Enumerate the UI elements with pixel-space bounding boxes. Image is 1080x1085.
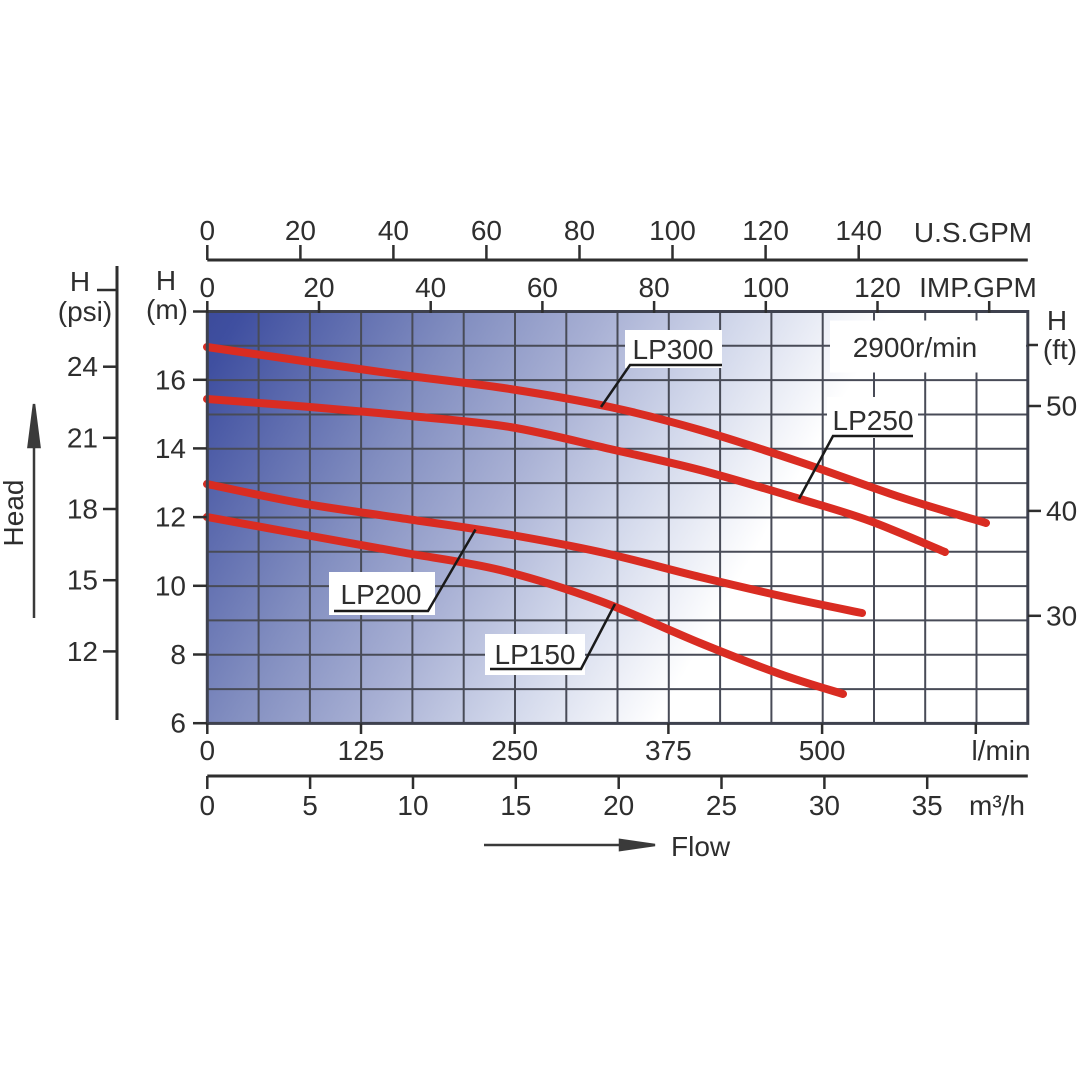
- svg-text:24: 24: [67, 351, 98, 382]
- svg-text:40: 40: [1046, 495, 1077, 526]
- svg-text:20: 20: [603, 790, 634, 821]
- svg-text:80: 80: [639, 272, 670, 303]
- svg-text:16: 16: [155, 364, 186, 395]
- svg-text:21: 21: [67, 422, 98, 453]
- svg-text:375: 375: [645, 735, 692, 766]
- svg-text:m³/h: m³/h: [969, 790, 1025, 821]
- svg-text:8: 8: [170, 639, 186, 670]
- svg-text:30: 30: [809, 790, 840, 821]
- svg-text:14: 14: [155, 433, 186, 464]
- svg-text:25: 25: [706, 790, 737, 821]
- svg-text:0: 0: [200, 790, 216, 821]
- svg-text:H: H: [156, 265, 176, 296]
- svg-text:15: 15: [500, 790, 531, 821]
- svg-text:15: 15: [67, 565, 98, 596]
- svg-text:10: 10: [155, 570, 186, 601]
- svg-text:30: 30: [1046, 600, 1077, 631]
- svg-text:500: 500: [799, 735, 846, 766]
- svg-text:LP150: LP150: [495, 639, 576, 670]
- svg-text:(psi): (psi): [58, 296, 112, 327]
- svg-text:0: 0: [200, 272, 216, 303]
- svg-text:U.S.GPM: U.S.GPM: [914, 217, 1032, 248]
- svg-text:LP200: LP200: [341, 579, 422, 610]
- svg-text:H: H: [1047, 305, 1067, 336]
- svg-text:LP250: LP250: [833, 405, 914, 436]
- svg-text:18: 18: [67, 494, 98, 525]
- svg-text:120: 120: [742, 215, 789, 246]
- svg-text:20: 20: [285, 215, 316, 246]
- svg-text:LP300: LP300: [633, 334, 714, 365]
- svg-text:Head: Head: [0, 480, 29, 547]
- svg-text:10: 10: [397, 790, 428, 821]
- svg-text:(m): (m): [146, 294, 188, 325]
- svg-text:100: 100: [742, 272, 789, 303]
- svg-text:40: 40: [378, 215, 409, 246]
- svg-text:Flow: Flow: [671, 831, 731, 862]
- svg-text:50: 50: [1046, 391, 1077, 422]
- svg-text:120: 120: [854, 272, 901, 303]
- svg-text:0: 0: [200, 215, 216, 246]
- svg-text:35: 35: [912, 790, 943, 821]
- svg-text:6: 6: [170, 708, 186, 739]
- svg-text:H: H: [70, 266, 90, 297]
- svg-text:40: 40: [415, 272, 446, 303]
- svg-text:80: 80: [564, 215, 595, 246]
- svg-text:IMP.GPM: IMP.GPM: [919, 272, 1037, 303]
- svg-text:250: 250: [491, 735, 538, 766]
- svg-text:125: 125: [338, 735, 385, 766]
- svg-text:60: 60: [471, 215, 502, 246]
- svg-text:(ft): (ft): [1043, 334, 1077, 365]
- svg-text:5: 5: [302, 790, 318, 821]
- svg-text:2900r/min: 2900r/min: [853, 332, 978, 363]
- svg-text:12: 12: [155, 502, 186, 533]
- svg-text:60: 60: [527, 272, 558, 303]
- svg-text:0: 0: [200, 735, 216, 766]
- svg-text:l/min: l/min: [971, 735, 1030, 766]
- svg-text:20: 20: [303, 272, 334, 303]
- svg-text:12: 12: [67, 636, 98, 667]
- svg-text:140: 140: [835, 215, 882, 246]
- svg-text:100: 100: [649, 215, 696, 246]
